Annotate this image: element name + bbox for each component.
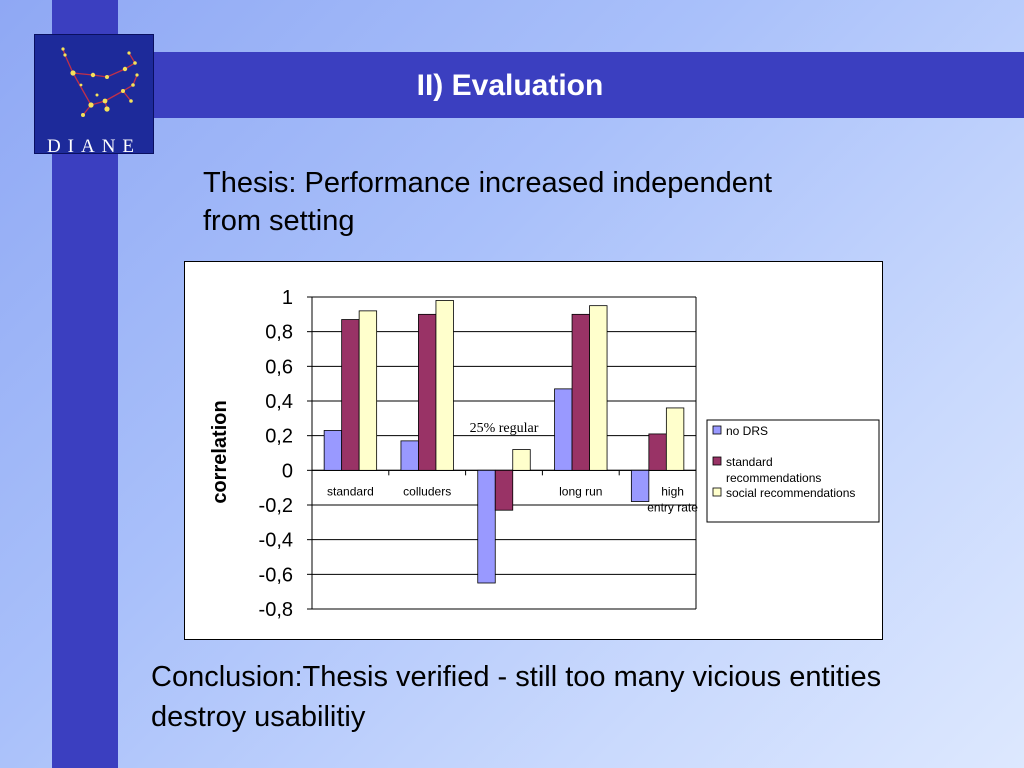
bar-standard-recommendations [341, 319, 360, 471]
legend-label: recommendations [726, 471, 821, 485]
bar-standard-recommendations [418, 313, 437, 471]
bar-social-recommendations [358, 310, 378, 471]
y-tick-label: 0,8 [265, 322, 293, 344]
thesis-line-2: from setting [203, 205, 355, 237]
logo-text: DIANE [46, 136, 142, 157]
legend-label: no DRS [726, 424, 768, 438]
bar-standard-recommendations [648, 433, 667, 471]
x-tick-label: high [661, 484, 684, 498]
y-tick-label: 1 [282, 287, 293, 309]
y-tick-label: 0,6 [265, 356, 293, 378]
x-tick-label: long run [559, 484, 602, 498]
legend-swatch [712, 425, 722, 435]
y-tick-label: 0,4 [265, 391, 293, 413]
conclusion-line-2: destroy usabilitiy [151, 701, 366, 733]
bar-social-recommendations [589, 305, 608, 471]
thesis-text: Thesis: Performance increased independen… [203, 164, 903, 240]
bar-standard-recommendations [494, 469, 514, 511]
x-tick-label: standard [327, 484, 374, 498]
bar-no-drs [400, 440, 419, 471]
legend-swatch [712, 487, 722, 497]
bar-standard-recommendations [571, 313, 590, 471]
header-bar [52, 52, 1024, 118]
y-tick-label: -0,2 [259, 495, 293, 517]
y-tick-label: -0,6 [259, 564, 293, 586]
y-tick-label: -0,8 [259, 599, 293, 621]
legend-label: standard [726, 455, 773, 469]
chart-container: 1 0,8 0,6 0,4 0,2 0 -0,2 -0,4 -0,6 -0,8 standard co… [184, 261, 883, 640]
slide-title: II) Evaluation [416, 69, 604, 102]
legend-swatch [712, 456, 722, 466]
y-tick-label: -0,4 [259, 530, 293, 552]
legend [706, 419, 880, 523]
bar-social-recommendations [435, 300, 454, 471]
correlation-bar-chart: 1 0,8 0,6 0,4 0,2 0 -0,2 -0,4 -0,6 -0,8 standard co… [209, 287, 880, 621]
y-tick-label: 0 [282, 460, 293, 482]
bar-no-drs [477, 469, 496, 584]
annotation-label: 25% regular [470, 421, 539, 436]
legend-label: social recommendations [726, 486, 855, 500]
thesis-line-1: Thesis: Performance increased independen… [203, 167, 773, 199]
bar-no-drs [554, 388, 573, 471]
diane-logo: DIANE [34, 34, 154, 157]
bar-social-recommendations [512, 449, 531, 471]
conclusion-line-1: Conclusion:Thesis verified - still too m… [151, 661, 882, 693]
y-tick-label: 0,2 [265, 426, 293, 448]
x-tick-label: entry rate [647, 500, 698, 514]
bar-no-drs [323, 430, 343, 471]
bar-no-drs [630, 469, 650, 502]
x-tick-label: colluders [403, 484, 451, 498]
y-axis-label: correlation [209, 400, 231, 503]
bar-social-recommendations [665, 407, 685, 471]
conclusion-text: Conclusion:Thesis verified - still too m… [151, 657, 1021, 737]
